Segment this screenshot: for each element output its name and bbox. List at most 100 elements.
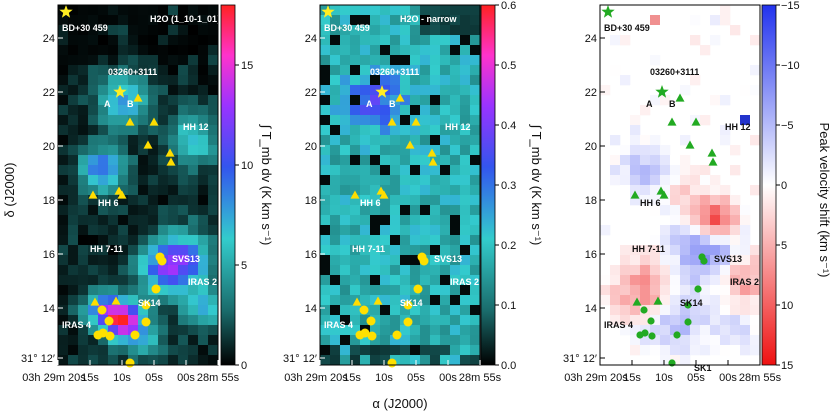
heatmap-cell xyxy=(168,255,179,266)
heatmap-cell xyxy=(720,245,731,256)
heatmap-cell xyxy=(410,195,421,206)
heatmap-cell xyxy=(168,25,179,36)
heatmap-cell xyxy=(88,185,99,196)
heatmap-cell xyxy=(58,355,69,366)
heatmap-cell xyxy=(178,255,189,266)
heatmap-cell xyxy=(430,65,441,76)
heatmap-cell xyxy=(730,145,741,156)
heatmap-cell xyxy=(320,125,331,136)
heatmap-cell xyxy=(208,165,219,176)
heatmap-cell xyxy=(330,135,341,146)
heatmap-cell xyxy=(350,65,361,76)
heatmap-cell xyxy=(740,245,751,256)
heatmap-cell xyxy=(128,345,139,356)
heatmap-cell xyxy=(58,85,69,96)
heatmap-cell xyxy=(340,15,351,26)
heatmap-cell xyxy=(360,355,371,366)
heatmap-cell xyxy=(360,205,371,216)
heatmap-cell xyxy=(380,325,391,336)
heatmap-cell xyxy=(188,135,199,146)
source-label-b: B xyxy=(669,99,676,109)
heatmap-cell xyxy=(750,325,761,336)
heatmap-cell xyxy=(68,75,79,86)
heatmap-cell xyxy=(420,5,431,16)
y-tick-label: 24 xyxy=(305,33,317,45)
heatmap-cell xyxy=(340,335,351,346)
heatmap-cell xyxy=(690,195,701,206)
heatmap-cell xyxy=(400,115,411,126)
heatmap-cell xyxy=(460,15,471,26)
heatmap-cell xyxy=(208,305,219,316)
heatmap-cell xyxy=(68,145,79,156)
heatmap-cell xyxy=(188,185,199,196)
heatmap-cell xyxy=(118,35,129,46)
heatmap-cell xyxy=(208,275,219,286)
heatmap-cell xyxy=(710,325,721,336)
outflow-triangle xyxy=(428,157,438,166)
heatmap-cell xyxy=(460,65,471,76)
heatmap-cell xyxy=(460,295,471,306)
heatmap-cell xyxy=(198,315,209,326)
heatmap-cell xyxy=(620,255,631,266)
heatmap-cell xyxy=(350,75,361,86)
source-label-iras2: IRAS 2 xyxy=(450,277,479,287)
heatmap-cell xyxy=(630,195,641,206)
heatmap-cell xyxy=(410,205,421,216)
heatmap-cell xyxy=(640,315,651,326)
heatmap-cell xyxy=(440,125,451,136)
heatmap-cell xyxy=(330,25,341,36)
heatmap-cell xyxy=(410,45,421,56)
heatmap-cell xyxy=(88,105,99,116)
heatmap-cell xyxy=(380,275,391,286)
heatmap-cell xyxy=(450,115,461,126)
heatmap-cell xyxy=(108,95,119,106)
colorbar-2-label: ∫ T_mb dv (K km s⁻¹) xyxy=(529,124,544,246)
source-label-sk1: SK1 xyxy=(694,363,712,373)
heatmap-cell xyxy=(410,325,421,336)
heatmap-cell xyxy=(138,165,149,176)
heatmap-cell xyxy=(450,135,461,146)
heatmap-cell xyxy=(360,345,371,356)
heatmap-cell xyxy=(420,15,431,26)
heatmap-cell xyxy=(58,145,69,156)
heatmap-cell xyxy=(690,215,701,226)
heatmap-cell xyxy=(610,305,621,316)
heatmap-cell xyxy=(460,45,471,56)
heatmap-cell xyxy=(710,35,721,46)
heatmap-cell xyxy=(208,45,219,56)
heatmap-cell xyxy=(118,115,129,126)
heatmap-cell xyxy=(410,95,421,106)
heatmap-cell xyxy=(700,275,711,286)
heatmap-cell xyxy=(470,245,481,256)
heatmap-cell xyxy=(380,245,391,256)
x-tick-label: 15s xyxy=(623,372,641,384)
heatmap-cell xyxy=(78,95,89,106)
x-tick-label: 03h 29m 20s xyxy=(284,372,348,384)
heatmap-cell xyxy=(640,175,651,186)
heatmap-cell xyxy=(410,225,421,236)
heatmap-cell xyxy=(470,275,481,286)
heatmap-cell xyxy=(58,65,69,76)
heatmap-cell xyxy=(680,345,691,356)
heatmap-cell xyxy=(400,55,411,66)
heatmap-cell xyxy=(168,325,179,336)
heatmap-cell xyxy=(680,275,691,286)
heatmap-cell xyxy=(690,275,701,286)
heatmap-cell xyxy=(370,335,381,346)
source-dot xyxy=(141,317,151,327)
heatmap-cell xyxy=(168,35,179,46)
heatmap-cell xyxy=(430,255,441,266)
heatmap-cell xyxy=(640,295,651,306)
heatmap-cell xyxy=(208,325,219,336)
heatmap-cell xyxy=(400,195,411,206)
y-tick-label: 31° 12′ xyxy=(563,353,597,365)
heatmap-cell xyxy=(370,55,381,66)
heatmap-cell xyxy=(330,355,341,366)
heatmap-cell xyxy=(158,195,169,206)
heatmap-cell xyxy=(148,155,159,166)
heatmap-cell xyxy=(68,115,79,126)
heatmap-cell xyxy=(390,115,401,126)
heatmap-cell xyxy=(148,5,159,16)
heatmap-cell xyxy=(340,5,351,16)
